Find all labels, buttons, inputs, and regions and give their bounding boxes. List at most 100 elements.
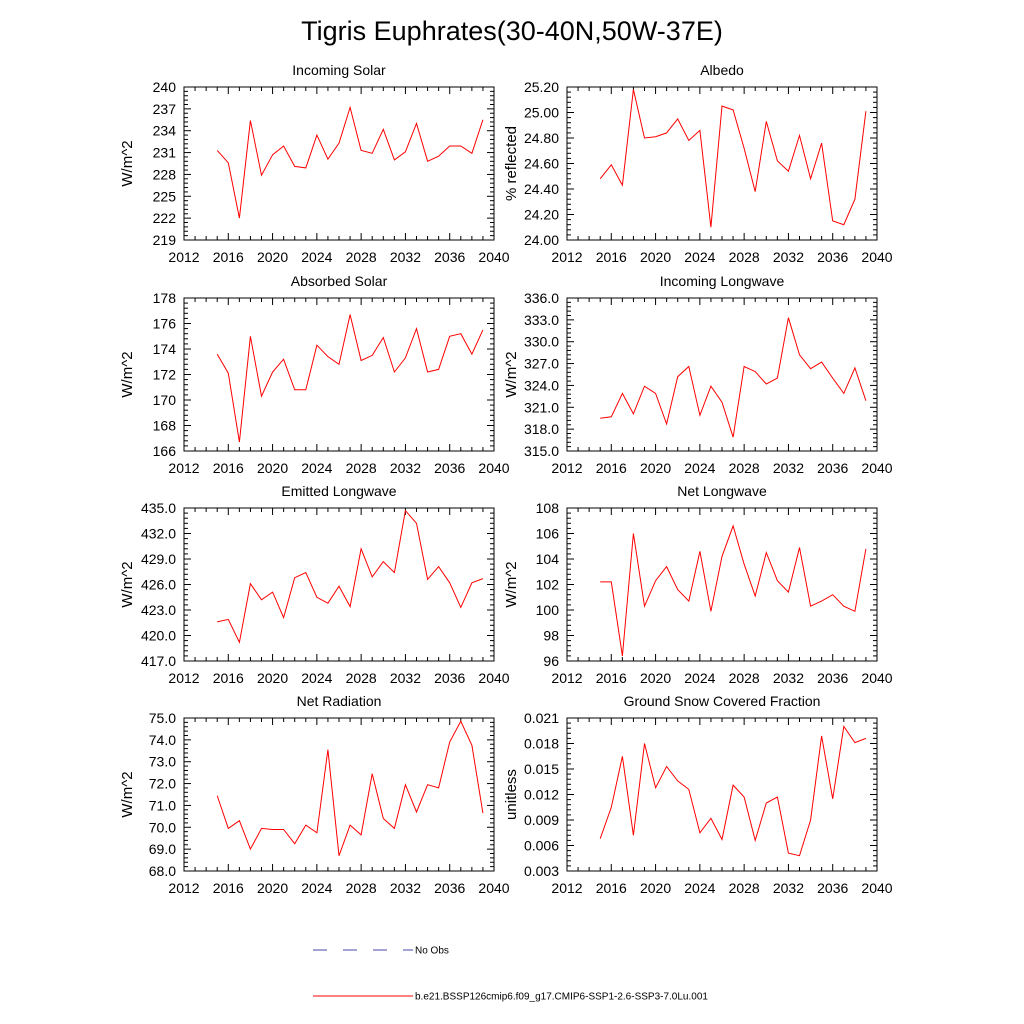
x-tick-label: 2016 (213, 670, 244, 686)
y-axis-label: W/m^2 (503, 561, 520, 607)
panel-absorbed-solar: Absorbed Solar 2012 2016 2020 2024 2028 2032 20… (119, 273, 510, 476)
x-tick-label: 2020 (640, 249, 671, 265)
y-tick-label: 96 (543, 653, 559, 669)
x-tick-label: 2040 (861, 460, 892, 476)
x-tick-label: 2012 (168, 880, 199, 896)
y-tick-label: 0.021 (524, 710, 559, 726)
y-tick-label: 108 (536, 500, 560, 516)
series-line (216, 314, 484, 443)
y-tick-label: 172 (153, 367, 177, 383)
y-tick-label: 24.80 (524, 130, 559, 146)
y-tick-label: 321.0 (524, 399, 559, 415)
chart-panels: Incoming Solar 2012 2016 2020 2024 2028 2032 20… (119, 62, 893, 896)
y-tick-label: 71.0 (149, 797, 176, 813)
series-line (599, 725, 867, 857)
panel-net-longwave: Net Longwave 2012 2016 2020 2024 2028 2032 2036… (503, 483, 893, 686)
y-tick-label: 0.006 (524, 838, 559, 854)
x-tick-label: 2032 (390, 880, 421, 896)
y-tick-label: 219 (153, 232, 177, 248)
y-tick-label: 0.009 (524, 812, 559, 828)
series-line (217, 509, 484, 644)
y-tick-label: 330.0 (524, 334, 559, 350)
panel-incoming-longwave: Incoming Longwave 2012 2016 2020 2024 2028 203… (503, 273, 893, 476)
y-tick-label: 25.00 (524, 105, 559, 121)
x-tick-label: 2040 (861, 880, 892, 896)
y-tick-label: 104 (536, 551, 560, 567)
x-tick-label: 2040 (861, 249, 892, 265)
y-tick-label: 0.015 (524, 761, 559, 777)
x-tick-label: 2036 (434, 880, 465, 896)
panel-emitted-longwave: Emitted Longwave 2012 2016 2020 2024 2028 2032… (119, 483, 510, 686)
y-tick-label: 417.0 (141, 653, 176, 669)
legend: No Obs b.e21.BSSP126cmip6.f09_g17.CMIP6-… (313, 946, 708, 1003)
y-tick-label: 72.0 (149, 776, 176, 792)
x-tick-label: 2020 (257, 249, 288, 265)
x-tick-label: 2028 (729, 670, 760, 686)
y-axis-label: % reflected (503, 126, 520, 201)
x-tick-label: 2036 (817, 460, 848, 476)
x-tick-label: 2016 (596, 249, 627, 265)
y-tick-label: 24.60 (524, 156, 559, 172)
x-tick-label: 2040 (478, 460, 509, 476)
plot-frame (183, 717, 495, 872)
x-tick-label: 2024 (684, 880, 715, 896)
panel-title: Incoming Longwave (660, 273, 785, 289)
x-tick-label: 2020 (640, 880, 671, 896)
x-tick-label: 2040 (478, 670, 509, 686)
plot-frame (183, 297, 495, 452)
panel-title: Net Longwave (677, 483, 767, 499)
panel-ground-snow-covered-fraction: Ground Snow Covered Fraction 2012 2016 2020… (503, 693, 893, 896)
y-tick-label: 0.003 (524, 863, 559, 879)
panel-albedo: Albedo 2012 2016 2020 2024 2028 2032 2036 2040 24… (503, 62, 893, 265)
x-tick-label: 2024 (301, 670, 332, 686)
y-tick-label: 222 (153, 210, 177, 226)
y-tick-label: 24.20 (524, 207, 559, 223)
panel-title: Absorbed Solar (291, 273, 388, 289)
y-tick-label: 327.0 (524, 356, 559, 372)
plot-frame (566, 507, 878, 662)
series-line (599, 89, 867, 228)
x-tick-label: 2032 (773, 670, 804, 686)
x-tick-label: 2016 (596, 670, 627, 686)
y-axis-label: W/m^2 (119, 140, 136, 186)
y-tick-label: 426.0 (141, 577, 176, 593)
x-tick-label: 2016 (596, 880, 627, 896)
x-tick-label: 2016 (213, 249, 244, 265)
y-tick-label: 106 (536, 526, 560, 542)
x-tick-label: 2036 (817, 249, 848, 265)
x-tick-label: 2012 (168, 249, 199, 265)
y-tick-label: 432.0 (141, 526, 176, 542)
y-tick-label: 324.0 (524, 377, 559, 393)
y-axis-label: unitless (503, 769, 520, 820)
y-tick-label: 176 (153, 316, 177, 332)
x-tick-label: 2024 (684, 249, 715, 265)
x-tick-label: 2032 (773, 249, 804, 265)
x-tick-label: 2012 (551, 670, 582, 686)
y-tick-label: 228 (153, 166, 177, 182)
x-tick-label: 2012 (168, 670, 199, 686)
x-tick-label: 2036 (817, 670, 848, 686)
y-axis-label: W/m^2 (503, 351, 520, 397)
series-line (216, 105, 484, 219)
x-tick-label: 2020 (257, 670, 288, 686)
y-tick-label: 69.0 (149, 841, 176, 857)
y-tick-label: 423.0 (141, 602, 176, 618)
panel-incoming-solar: Incoming Solar 2012 2016 2020 2024 2028 2032 20… (119, 62, 510, 265)
x-tick-label: 2024 (684, 670, 715, 686)
plot-frame (183, 86, 495, 241)
x-tick-label: 2028 (346, 880, 377, 896)
y-tick-label: 234 (153, 123, 177, 139)
y-tick-label: 168 (153, 418, 177, 434)
y-tick-label: 174 (153, 341, 177, 357)
x-tick-label: 2024 (684, 460, 715, 476)
x-tick-label: 2032 (390, 460, 421, 476)
series-line (600, 524, 867, 656)
x-tick-label: 2036 (817, 880, 848, 896)
x-tick-label: 2016 (213, 880, 244, 896)
y-tick-label: 73.0 (149, 754, 176, 770)
x-tick-label: 2028 (346, 670, 377, 686)
x-tick-label: 2012 (551, 249, 582, 265)
x-tick-label: 2016 (596, 460, 627, 476)
x-tick-label: 2032 (773, 880, 804, 896)
x-tick-label: 2020 (257, 880, 288, 896)
